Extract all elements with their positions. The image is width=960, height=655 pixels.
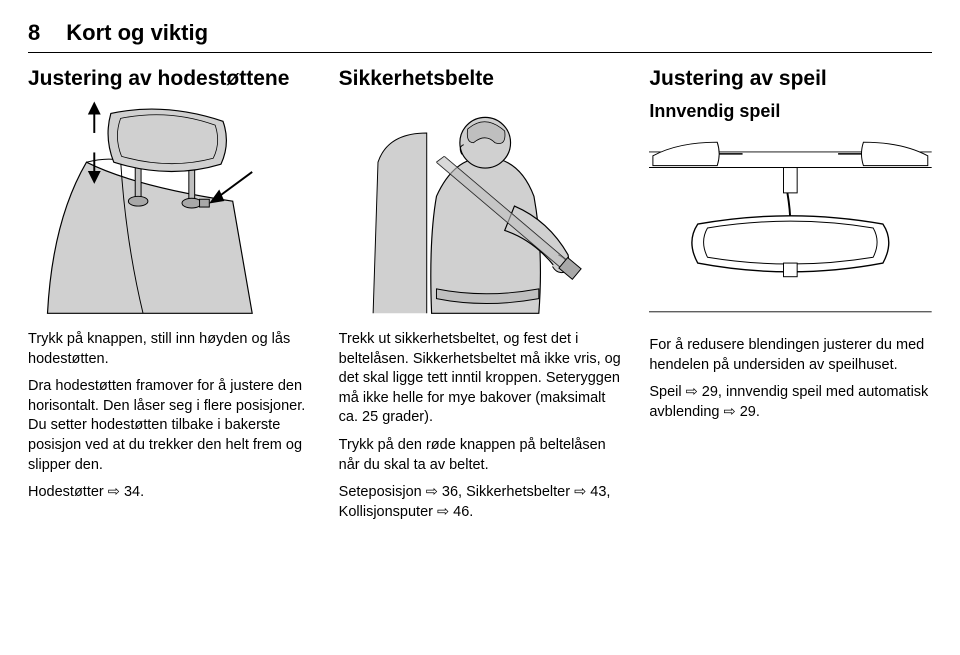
- column-2: Sikkerhetsbelte Trekk ut: [339, 67, 622, 530]
- section-title: Kort og viktig: [66, 20, 208, 46]
- col1-p3: Hodestøtter ⇨ 34.: [28, 483, 311, 503]
- page-header: 8 Kort og viktig: [28, 20, 932, 46]
- column-3: Justering av speil Innvendig speil For å…: [649, 67, 932, 530]
- col3-p1: For å redusere blendingen justerer du me…: [649, 336, 932, 375]
- col3-body: For å redusere blendingen justerer du me…: [649, 336, 932, 430]
- seatbelt-illustration: [339, 101, 622, 316]
- col3-p2: Speil ⇨ 29, innvendig speil med automati…: [649, 383, 932, 422]
- header-rule: [28, 52, 932, 53]
- col3-heading: Justering av speil: [649, 67, 932, 91]
- content-columns: Justering av hodestøttene: [28, 67, 932, 530]
- column-1: Justering av hodestøttene: [28, 67, 311, 530]
- page-number: 8: [28, 20, 40, 46]
- col2-p3: Seteposisjon ⇨ 36, Sikkerhetsbelter ⇨ 43…: [339, 483, 622, 522]
- headrest-illustration: [28, 101, 311, 316]
- col2-body: Trekk ut sikkerhetsbeltet, og fest det i…: [339, 330, 622, 530]
- col3-subheading: Innvendig speil: [649, 101, 932, 122]
- col2-p2: Trykk på den røde knappen på beltelåsen …: [339, 436, 622, 475]
- mirror-illustration: [649, 132, 932, 322]
- col2-heading: Sikkerhetsbelte: [339, 67, 622, 91]
- col1-body: Trykk på knappen, still inn høyden og lå…: [28, 330, 311, 511]
- col1-p2: Dra hodestøtten framover for å justere d…: [28, 377, 311, 475]
- col1-p1: Trykk på knappen, still inn høyden og lå…: [28, 330, 311, 369]
- col1-heading: Justering av hodestøttene: [28, 67, 311, 91]
- col2-p1: Trekk ut sikkerhetsbeltet, og fest det i…: [339, 330, 622, 428]
